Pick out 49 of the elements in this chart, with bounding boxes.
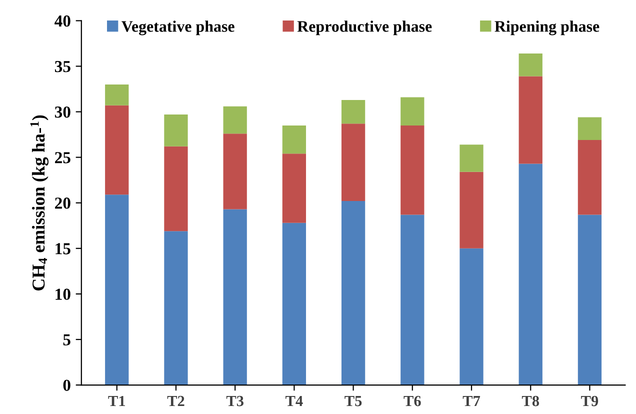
bar <box>164 146 188 232</box>
y-tick-label: 10 <box>56 288 70 300</box>
bar <box>164 231 188 386</box>
bar <box>460 172 484 248</box>
bar <box>223 209 247 386</box>
y-tick-label: 15 <box>56 243 70 254</box>
bar <box>460 144 484 172</box>
y-tick-label: 0 <box>63 380 70 391</box>
bar <box>105 105 129 195</box>
x-tick-label: T8 <box>522 396 540 406</box>
x-tick-label: T4 <box>286 396 303 406</box>
y-tick-label: 35 <box>54 60 70 72</box>
bar <box>282 125 306 154</box>
bar <box>282 154 306 223</box>
y-tick-label: 5 <box>63 334 70 346</box>
y-tick-label: 20 <box>55 198 70 209</box>
bar <box>578 214 602 386</box>
y-tick-label: 40 <box>54 15 70 27</box>
bar <box>282 222 306 386</box>
bar <box>578 117 602 140</box>
legend-label: Reproductive phase <box>297 20 432 36</box>
x-tick-label: T6 <box>404 396 421 406</box>
y-axis-title: CH$_{4}$ emission (kg ha-$^{1}$) <box>30 115 48 290</box>
bar <box>578 140 602 215</box>
x-tick-label: T1 <box>108 396 125 406</box>
x-tick-label: T5 <box>344 396 362 406</box>
y-tick-label: 30 <box>54 106 70 118</box>
bar <box>518 164 542 386</box>
x-tick-label: T2 <box>167 396 184 406</box>
bar <box>518 53 542 76</box>
bar <box>223 134 247 210</box>
bar <box>400 214 424 386</box>
x-tick-label: T9 <box>581 396 598 406</box>
bar <box>105 194 129 386</box>
x-tick-label: T7 <box>462 396 480 406</box>
bar <box>400 125 424 215</box>
bar <box>460 248 484 386</box>
bar <box>223 106 247 134</box>
bar <box>400 97 424 126</box>
bar <box>105 84 129 106</box>
bar <box>518 76 542 164</box>
bar <box>341 201 366 386</box>
x-tick-label: T3 <box>226 396 244 406</box>
bar <box>341 100 366 124</box>
legend-label: Vegetative phase <box>122 20 234 36</box>
bar <box>341 124 366 202</box>
bar <box>164 114 188 146</box>
y-tick-label: 25 <box>55 152 70 164</box>
legend-label: Ripening phase <box>494 20 600 36</box>
